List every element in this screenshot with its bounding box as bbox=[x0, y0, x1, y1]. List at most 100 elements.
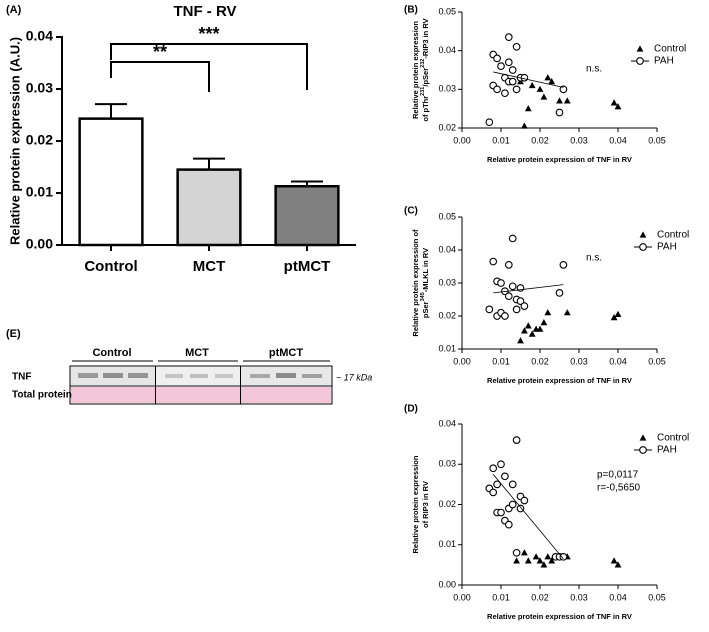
point bbox=[513, 557, 520, 564]
y-tick-label: 0.00 bbox=[438, 579, 456, 589]
y-tick-label: 0.03 bbox=[438, 84, 456, 94]
panel-label: (E) bbox=[6, 328, 21, 340]
point bbox=[493, 480, 501, 489]
x-tick-label: 0.00 bbox=[453, 135, 471, 145]
point bbox=[614, 561, 622, 568]
point bbox=[508, 480, 517, 489]
annotation: n.s. bbox=[586, 64, 602, 75]
x-tick-label: 0.03 bbox=[570, 592, 588, 602]
point bbox=[504, 292, 513, 301]
bar bbox=[274, 184, 340, 247]
point bbox=[556, 97, 563, 104]
x-tick-label: 0.01 bbox=[492, 356, 510, 366]
blot-band bbox=[276, 373, 296, 378]
point bbox=[516, 504, 525, 513]
x-tick-label: 0.02 bbox=[531, 356, 549, 366]
legend-label: Control bbox=[657, 433, 689, 444]
point bbox=[501, 472, 509, 481]
blot-panel: (E) Control MCT ptMCT TNF Total protein … bbox=[6, 328, 372, 405]
panel-label: (D) bbox=[404, 404, 418, 415]
point bbox=[512, 85, 521, 94]
label-part: -RIP3 in RV bbox=[421, 18, 430, 58]
point bbox=[501, 89, 509, 98]
significance-bracket bbox=[110, 61, 210, 92]
label-part: Relative protein expression bbox=[411, 21, 420, 119]
point bbox=[610, 99, 618, 106]
regression-line bbox=[493, 284, 564, 294]
regression-line bbox=[493, 71, 564, 88]
row-label: Total protein bbox=[12, 390, 72, 401]
legend-marker bbox=[639, 446, 647, 454]
point bbox=[508, 500, 517, 509]
point bbox=[540, 319, 548, 326]
point bbox=[555, 289, 564, 297]
y-tick-label: 0.02 bbox=[438, 310, 456, 320]
point bbox=[524, 322, 532, 329]
chart-title: TNF - RV bbox=[173, 3, 236, 20]
point bbox=[524, 105, 532, 112]
point bbox=[614, 310, 622, 317]
y-tick-label: 0.04 bbox=[438, 418, 456, 428]
point bbox=[559, 85, 568, 94]
x-tick-label: 0.05 bbox=[648, 135, 666, 145]
label-part: /pSer bbox=[421, 68, 430, 87]
label-part: of RIP3 in RV bbox=[421, 481, 430, 528]
y-tick-label: 0.03 bbox=[26, 80, 53, 96]
y-tick-label: 0.02 bbox=[438, 499, 456, 509]
size-label: ~ 17 kDa bbox=[336, 372, 372, 382]
point bbox=[521, 327, 528, 334]
point bbox=[501, 312, 509, 320]
y-tick-label: 0.05 bbox=[438, 211, 456, 221]
label-part: Relative protein expression of bbox=[411, 229, 420, 337]
point bbox=[512, 305, 521, 314]
group-label: Control bbox=[92, 347, 131, 359]
x-tick-label: 0.05 bbox=[648, 356, 666, 366]
point bbox=[544, 309, 552, 316]
point bbox=[610, 314, 618, 321]
y-axis-label: of RIP3 in RV bbox=[421, 481, 430, 528]
y-axis-label: of pThr231/pSer232-RIP3 in RV bbox=[420, 18, 430, 121]
label-part: of pThr bbox=[421, 96, 430, 122]
point bbox=[512, 436, 521, 444]
point bbox=[508, 234, 517, 243]
point bbox=[520, 302, 529, 310]
point bbox=[504, 520, 513, 529]
annotation: n.s. bbox=[586, 253, 602, 264]
point bbox=[497, 62, 505, 70]
x-axis-label: Relative protein expression of TNF in RV bbox=[487, 612, 632, 621]
bar bbox=[176, 168, 242, 247]
panel-label: (C) bbox=[404, 206, 418, 217]
x-axis-label: Relative protein expression of TNF in RV bbox=[487, 155, 632, 164]
point bbox=[508, 77, 517, 86]
point bbox=[532, 553, 540, 560]
y-tick-label: 0.02 bbox=[26, 132, 53, 148]
x-tick-label: MCT bbox=[193, 258, 226, 275]
point bbox=[512, 548, 521, 557]
legend-label: PAH bbox=[654, 56, 674, 67]
legend-marker bbox=[636, 45, 644, 52]
significance-bracket bbox=[110, 43, 308, 90]
x-tick-label: ptMCT bbox=[284, 258, 331, 275]
legend-label: PAH bbox=[657, 242, 677, 253]
legend-marker bbox=[639, 243, 647, 251]
point bbox=[540, 93, 548, 100]
y-tick-label: 0.00 bbox=[26, 236, 53, 252]
blot-band bbox=[250, 374, 270, 378]
y-axis-label: Relative protein expression of bbox=[411, 229, 420, 337]
x-tick-label: 0.01 bbox=[492, 135, 510, 145]
point bbox=[508, 66, 517, 74]
x-tick-label: 0.00 bbox=[453, 356, 471, 366]
point bbox=[536, 557, 544, 564]
legend-label: PAH bbox=[657, 445, 677, 456]
point bbox=[489, 464, 498, 473]
blot-band bbox=[128, 373, 148, 378]
point bbox=[563, 97, 571, 104]
y-tick-label: 0.04 bbox=[438, 45, 456, 55]
point bbox=[521, 549, 528, 556]
point bbox=[489, 488, 498, 497]
y-tick-label: 0.01 bbox=[438, 343, 456, 353]
blot-band bbox=[78, 373, 98, 378]
legend-marker bbox=[639, 231, 647, 238]
y-tick-label: 0.04 bbox=[438, 244, 456, 254]
